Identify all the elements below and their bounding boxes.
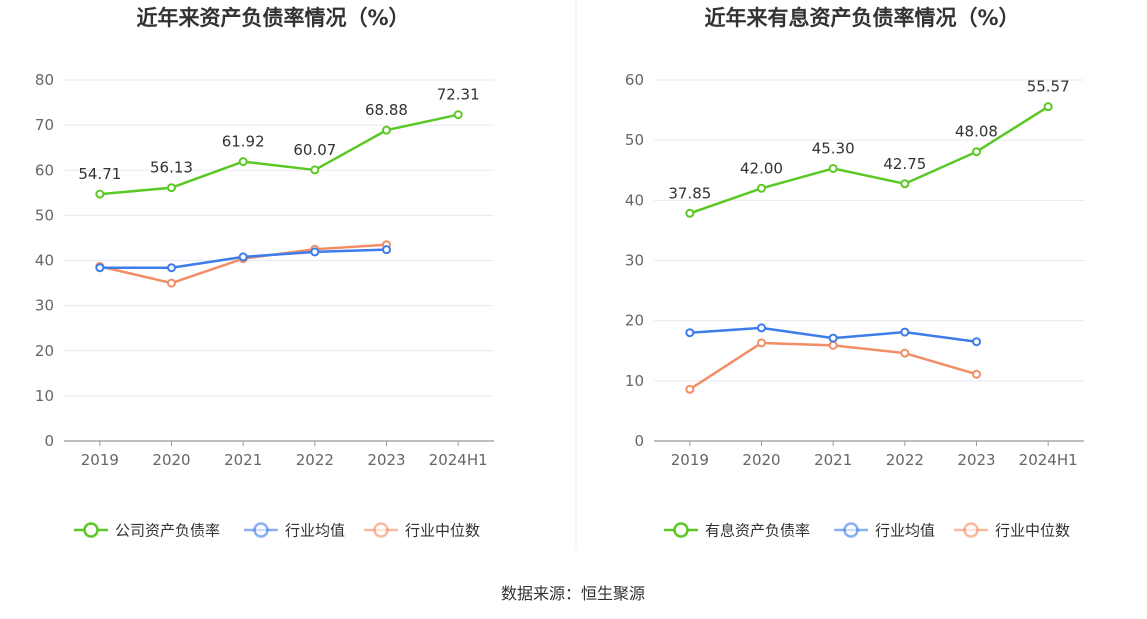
data-label: 54.71 — [78, 165, 121, 183]
y-tick-label: 70 — [35, 116, 54, 134]
y-tick-label: 60 — [625, 71, 644, 89]
source-note: 数据来源：恒生聚源 — [501, 584, 645, 603]
legend-item[interactable]: 行业均值 — [834, 522, 935, 540]
series-line — [689, 341, 977, 391]
series-line — [689, 105, 1049, 215]
data-point — [757, 338, 766, 348]
data-point — [238, 157, 248, 167]
data-point — [828, 163, 838, 173]
data-label: 61.92 — [222, 133, 265, 151]
series-line — [99, 113, 459, 196]
data-label: 72.31 — [437, 86, 480, 104]
data-point — [757, 323, 766, 333]
legend-label: 行业均值 — [285, 522, 345, 540]
legend-swatch-marker — [373, 522, 389, 538]
y-tick-label: 40 — [625, 191, 644, 209]
x-tick-label: 2022 — [296, 451, 334, 469]
data-point — [382, 125, 391, 135]
x-tick-label: 2022 — [886, 451, 924, 469]
legend-label: 行业中位数 — [405, 522, 480, 540]
data-point — [972, 337, 981, 347]
legend-item[interactable]: 行业中位数 — [954, 522, 1070, 540]
x-tick-label: 2021 — [814, 451, 852, 469]
data-point — [685, 328, 695, 338]
x-tick-label: 2020 — [742, 451, 780, 469]
x-tick-label: 2019 — [81, 451, 119, 469]
legend-item[interactable]: 有息资产负债率 — [664, 522, 810, 540]
data-point — [1043, 102, 1053, 112]
data-point — [167, 263, 176, 273]
legend-item[interactable]: 行业均值 — [244, 522, 345, 540]
interest-bearing-debt-ratio-chart: 近年来有息资产负债率情况（%） 0 10 20 30 40 50 60 2019 2020 2021… — [625, 6, 1084, 540]
legend-item[interactable]: 行业中位数 — [364, 522, 480, 540]
data-point — [95, 263, 105, 273]
legend-label: 公司资产负债率 — [115, 522, 220, 540]
legend-swatch-marker — [963, 522, 979, 538]
legend-swatch-marker — [673, 522, 689, 538]
data-label: 42.00 — [740, 159, 783, 177]
data-point — [167, 278, 176, 288]
data-point — [310, 165, 320, 175]
legend-swatch-marker — [253, 522, 269, 538]
chart-title: 近年来资产负债率情况（%） — [136, 6, 409, 30]
y-tick-label: 50 — [625, 131, 644, 149]
y-tick-label: 30 — [35, 297, 54, 315]
x-tick-label: 2019 — [671, 451, 709, 469]
legend-label: 行业均值 — [875, 522, 935, 540]
y-tick-label: 0 — [44, 432, 54, 450]
x-tick-label: 2023 — [367, 451, 405, 469]
data-point — [757, 183, 766, 193]
data-point — [972, 369, 981, 379]
data-point — [382, 245, 391, 255]
data-point — [972, 147, 981, 157]
data-point — [167, 183, 176, 193]
data-point — [685, 208, 695, 218]
chart-title: 近年来有息资产负债率情况（%） — [704, 6, 1019, 30]
data-point — [900, 179, 910, 189]
data-point — [685, 384, 695, 394]
x-tick-label: 2020 — [152, 451, 190, 469]
data-label: 60.07 — [293, 141, 336, 159]
legend-swatch-marker — [83, 522, 99, 538]
y-tick-label: 10 — [35, 387, 54, 405]
legend-label: 行业中位数 — [995, 522, 1070, 540]
data-point — [95, 189, 105, 199]
y-tick-label: 30 — [625, 252, 644, 270]
x-tick-label: 2024H1 — [1019, 451, 1078, 469]
data-label: 42.75 — [883, 155, 926, 173]
data-label: 48.08 — [955, 123, 998, 141]
data-point — [238, 252, 248, 262]
legend-item[interactable]: 公司资产负债率 — [74, 522, 220, 540]
y-tick-label: 80 — [35, 71, 54, 89]
legend-label: 有息资产负债率 — [705, 522, 810, 540]
data-point — [828, 333, 838, 343]
x-tick-label: 2023 — [957, 451, 995, 469]
legend-swatch-marker — [843, 522, 859, 538]
data-label: 56.13 — [150, 159, 193, 177]
x-tick-label: 2024H1 — [429, 451, 488, 469]
y-tick-label: 20 — [625, 312, 644, 330]
debt-ratio-chart: 近年来资产负债率情况（%） 0 10 20 30 40 50 60 70 80 2019 2020 20… — [35, 6, 494, 540]
data-label: 68.88 — [365, 101, 408, 119]
y-tick-label: 20 — [35, 342, 54, 360]
data-point — [900, 348, 910, 358]
y-tick-label: 60 — [35, 161, 54, 179]
data-point — [453, 110, 463, 120]
y-tick-label: 50 — [35, 206, 54, 224]
y-tick-label: 10 — [625, 372, 644, 390]
y-tick-label: 40 — [35, 252, 54, 270]
data-point — [828, 340, 838, 350]
data-point — [310, 247, 320, 257]
data-label: 55.57 — [1027, 78, 1070, 96]
data-point — [900, 327, 910, 337]
y-tick-label: 0 — [634, 432, 644, 450]
data-label: 45.30 — [812, 139, 855, 157]
x-tick-label: 2021 — [224, 451, 262, 469]
data-label: 37.85 — [668, 184, 711, 202]
